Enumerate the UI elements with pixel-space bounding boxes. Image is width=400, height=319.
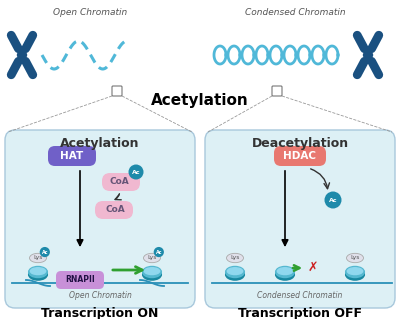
Ellipse shape [143, 266, 161, 278]
Ellipse shape [346, 269, 364, 280]
FancyBboxPatch shape [112, 86, 122, 96]
Ellipse shape [364, 51, 372, 59]
Text: RNAPII: RNAPII [65, 276, 95, 285]
Circle shape [40, 247, 50, 257]
Ellipse shape [276, 269, 294, 280]
Text: Ac: Ac [132, 169, 140, 174]
Ellipse shape [30, 268, 46, 275]
Circle shape [324, 191, 342, 209]
Text: Transcription OFF: Transcription OFF [238, 308, 362, 319]
FancyBboxPatch shape [95, 201, 133, 219]
Ellipse shape [347, 268, 363, 275]
Text: ✗: ✗ [308, 261, 318, 273]
Circle shape [128, 165, 144, 180]
Ellipse shape [144, 253, 160, 263]
Text: Lys: Lys [230, 256, 240, 261]
Ellipse shape [29, 266, 47, 278]
Text: Open Chromatin: Open Chromatin [53, 8, 127, 17]
FancyBboxPatch shape [102, 173, 140, 191]
Text: HDAC: HDAC [284, 151, 316, 161]
FancyBboxPatch shape [272, 86, 282, 96]
Text: Lys: Lys [147, 256, 157, 261]
Ellipse shape [30, 253, 46, 263]
Text: Condensed Chromatin: Condensed Chromatin [257, 291, 343, 300]
FancyBboxPatch shape [48, 146, 96, 166]
Text: Open Chromatin: Open Chromatin [68, 291, 132, 300]
Ellipse shape [346, 266, 364, 278]
FancyBboxPatch shape [274, 146, 326, 166]
FancyBboxPatch shape [5, 130, 195, 308]
Ellipse shape [226, 266, 244, 278]
Text: Acetylation: Acetylation [60, 137, 140, 150]
Ellipse shape [346, 253, 364, 263]
Text: CoA: CoA [105, 205, 125, 214]
Text: Condensed Chromatin: Condensed Chromatin [245, 8, 345, 17]
Text: Transcription ON: Transcription ON [41, 308, 159, 319]
Ellipse shape [226, 253, 244, 263]
Ellipse shape [277, 268, 293, 275]
Ellipse shape [18, 51, 26, 59]
Text: CoA: CoA [109, 177, 129, 187]
Ellipse shape [227, 268, 243, 275]
Text: Ac: Ac [329, 197, 337, 203]
Ellipse shape [226, 269, 244, 280]
Text: HAT: HAT [60, 151, 84, 161]
Text: Deacetylation: Deacetylation [252, 137, 348, 150]
Ellipse shape [276, 266, 294, 278]
FancyBboxPatch shape [56, 271, 104, 289]
Text: Acetylation: Acetylation [151, 93, 249, 108]
Text: Ac: Ac [156, 249, 162, 255]
FancyBboxPatch shape [205, 130, 395, 308]
Text: Ac: Ac [42, 249, 48, 255]
Ellipse shape [143, 269, 161, 280]
Text: Lys: Lys [33, 256, 43, 261]
Ellipse shape [144, 268, 160, 275]
Ellipse shape [29, 269, 47, 280]
Text: Lys: Lys [350, 256, 360, 261]
Circle shape [154, 247, 164, 257]
